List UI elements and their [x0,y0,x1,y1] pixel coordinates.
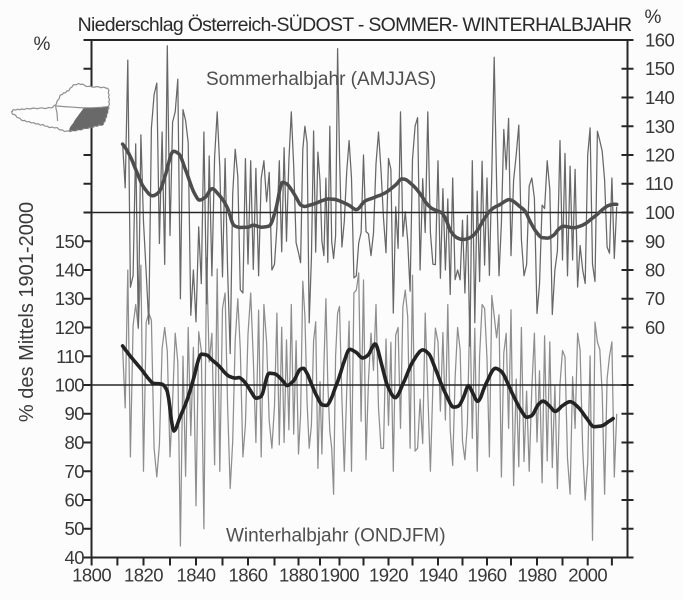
svg-text:2000: 2000 [568,565,607,586]
svg-text:80: 80 [65,432,85,453]
svg-text:1960: 1960 [468,565,507,586]
svg-text:60: 60 [65,490,85,511]
svg-text:120: 120 [645,145,674,166]
svg-text:1980: 1980 [518,565,557,586]
svg-text:40: 40 [65,547,85,568]
svg-text:1880: 1880 [279,565,318,586]
svg-text:130: 130 [55,288,84,309]
svg-text:130: 130 [645,116,674,137]
svg-text:1920: 1920 [369,565,408,586]
svg-text:140: 140 [645,87,674,108]
svg-text:70: 70 [645,288,665,309]
svg-text:160: 160 [645,30,674,51]
svg-text:Niederschlag Österreich-SÜDOST: Niederschlag Österreich-SÜDOST - SOMMER-… [78,14,632,36]
svg-text:1840: 1840 [177,565,216,586]
svg-text:100: 100 [645,202,674,223]
svg-text:%: % [34,34,51,55]
svg-text:90: 90 [645,231,665,252]
svg-text:1820: 1820 [124,565,163,586]
svg-text:150: 150 [645,58,674,79]
svg-text:90: 90 [65,403,85,424]
svg-text:%: % [645,7,662,28]
svg-text:1940: 1940 [419,565,458,586]
svg-text:80: 80 [645,260,665,281]
svg-text:150: 150 [55,231,84,252]
svg-text:1800: 1800 [72,565,111,586]
svg-text:1900: 1900 [320,565,359,586]
svg-text:Sommerhalbjahr (AMJJAS): Sommerhalbjahr (AMJJAS) [206,69,436,90]
svg-text:1860: 1860 [229,565,268,586]
svg-text:Winterhalbjahr (ONDJFM): Winterhalbjahr (ONDJFM) [226,526,446,547]
svg-text:110: 110 [56,346,84,367]
svg-text:70: 70 [65,461,85,482]
svg-text:100: 100 [55,375,84,396]
svg-text:50: 50 [65,518,85,539]
svg-text:140: 140 [55,260,84,281]
svg-text:120: 120 [55,317,84,338]
svg-text:60: 60 [645,317,665,338]
svg-text:110: 110 [645,173,673,194]
svg-text:% des Mittels 1901-2000: % des Mittels 1901-2000 [16,202,38,422]
